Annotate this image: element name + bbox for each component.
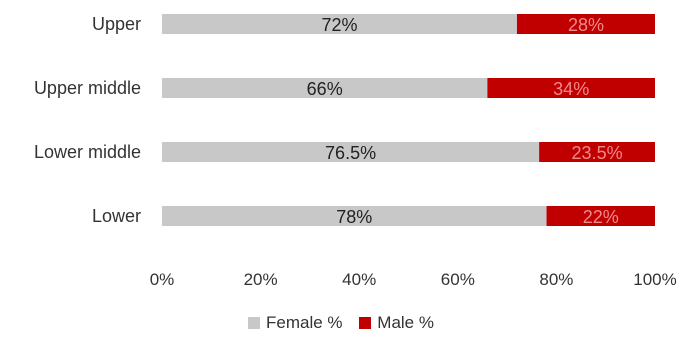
legend-label-male: Male % <box>377 313 434 332</box>
data-labels: 72% 28% 66% 34% 76.5% 23.5% 78% 22% <box>307 15 623 227</box>
bar-female-upper <box>162 14 517 34</box>
category-label-lower: Lower <box>92 206 141 226</box>
data-label-male-upper: 28% <box>568 15 604 35</box>
legend-swatch-female <box>248 317 261 329</box>
x-tick-label: 100% <box>633 270 676 289</box>
bar-male-upper <box>516 14 655 34</box>
bar-female-lower <box>162 206 547 226</box>
x-tick-label: 60% <box>441 270 475 289</box>
category-labels: Upper Upper middle Lower middle Lower <box>34 14 141 226</box>
x-tick-label: 20% <box>244 270 278 289</box>
bar-female-upper-middle <box>162 78 488 98</box>
legend-swatch-male <box>359 317 372 329</box>
bar-male-upper-middle <box>487 78 655 98</box>
data-label-male-lower-middle: 23.5% <box>572 143 623 163</box>
legend-item-male: Male % <box>359 313 434 333</box>
bar-male-lower-middle <box>539 142 655 162</box>
x-tick-label: 0% <box>150 270 175 289</box>
data-label-female-lower-middle: 76.5% <box>325 143 376 163</box>
legend-label-female: Female % <box>266 313 343 332</box>
data-label-male-lower: 22% <box>583 207 619 227</box>
category-label-upper: Upper <box>92 14 141 34</box>
legend: Female % Male % <box>0 313 682 333</box>
category-label-upper-middle: Upper middle <box>34 78 141 98</box>
data-label-female-lower: 78% <box>336 207 372 227</box>
bar-female-lower-middle <box>162 142 540 162</box>
data-label-female-upper: 72% <box>321 15 357 35</box>
stacked-bar-chart: Upper Upper middle Lower middle Lower 72% 28… <box>34 14 677 289</box>
bar-male-lower <box>546 206 655 226</box>
bars <box>162 14 655 226</box>
x-tick-label: 80% <box>539 270 573 289</box>
data-label-male-upper-middle: 34% <box>553 79 589 99</box>
data-label-female-upper-middle: 66% <box>307 79 343 99</box>
category-label-lower-middle: Lower middle <box>34 142 141 162</box>
legend-item-female: Female % <box>248 313 343 333</box>
x-axis-tick-labels: 0% 20% 40% 60% 80% 100% <box>150 270 677 289</box>
x-tick-label: 40% <box>342 270 376 289</box>
